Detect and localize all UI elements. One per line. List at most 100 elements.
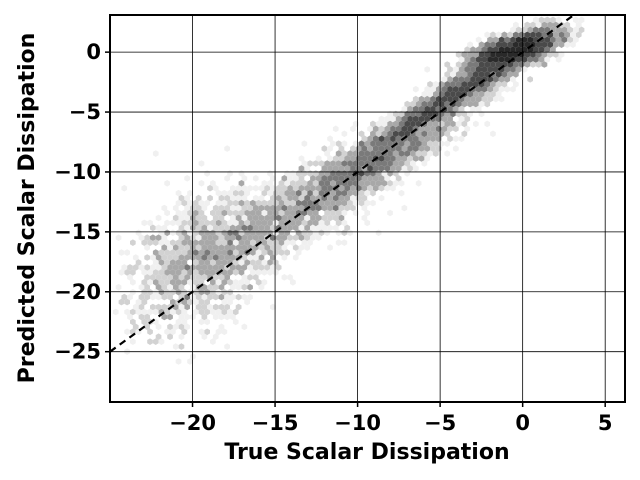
hexbin-cell (221, 229, 228, 237)
hexbin-cell (478, 61, 485, 68)
hexbin-cell (232, 229, 239, 237)
hexbin-cell (252, 234, 259, 241)
hexbin-cell (221, 259, 228, 266)
hexbin-cell (155, 274, 162, 281)
hexbin-cell (232, 279, 239, 286)
hexbin-cell (318, 199, 325, 207)
hexbin-cell (161, 293, 168, 301)
hexbin-cell (238, 219, 245, 227)
hexbin-cell (181, 279, 188, 286)
hexbin-cell (332, 194, 339, 202)
hexbin-cell (570, 31, 576, 39)
hexbin-cell (221, 209, 228, 217)
hexbin-cell (424, 85, 431, 93)
hexbin-cell (155, 264, 162, 271)
hexbin-cell (404, 160, 411, 167)
hexbin-cell (444, 140, 451, 147)
hexbin-cell (307, 229, 313, 237)
hexbin-cell (464, 46, 471, 53)
hexbin-cell (447, 135, 453, 143)
hexbin-cell (547, 41, 553, 48)
hexbin-cell (418, 135, 425, 143)
hexbin-cell (175, 249, 182, 256)
hexbin-cell (175, 279, 182, 286)
hexbin-cell (241, 244, 248, 251)
hexbin-cell (567, 36, 573, 43)
hexbin-cell (513, 31, 519, 39)
hexbin-cell (321, 165, 328, 172)
hexbin-cell (210, 249, 216, 256)
hexbin-cell (404, 130, 411, 138)
hexbin-cell (404, 140, 411, 147)
hexbin-cell (212, 283, 219, 291)
hexbin-cell (395, 135, 402, 143)
hexbin-cell (178, 333, 185, 340)
hexbin-cell (504, 85, 511, 93)
hexbin-cell (252, 214, 259, 222)
hexbin-cell (224, 254, 230, 261)
hexbin-cell (267, 239, 273, 246)
hexbin-cell (215, 219, 222, 227)
hexbin-cell (278, 189, 285, 197)
hexbin-cell (352, 160, 359, 167)
hexbin-cell (141, 298, 148, 306)
hexbin-cell (415, 130, 422, 138)
hexbin-cell (352, 189, 359, 197)
hexbin-cell (192, 249, 199, 256)
hexbin-cell (384, 135, 391, 143)
hexbin-cell (167, 283, 173, 291)
hexbin-cell (430, 125, 436, 133)
hexbin-cell (124, 298, 130, 306)
hexbin-cell (192, 209, 199, 217)
hexbin-cell (272, 199, 279, 207)
hexbin-cell (147, 338, 153, 345)
hexbin-cell (473, 100, 479, 108)
hexbin-cell (404, 120, 411, 128)
hexbin-cell (578, 26, 585, 34)
hexbin-cell (498, 36, 505, 43)
hexbin-cell (432, 120, 439, 128)
hexbin-cell (152, 269, 159, 276)
hexbin-cell (127, 264, 133, 271)
hexbin-cell (327, 204, 333, 212)
hexbin-cell (261, 239, 268, 246)
hexbin-cell (524, 31, 531, 39)
hexbin-cell (172, 303, 179, 311)
hexbin-cell (258, 194, 265, 202)
hexbin-cell (338, 184, 345, 192)
hexbin-cell (267, 180, 273, 187)
hexbin-cell (301, 189, 308, 197)
hexbin-cell (421, 100, 428, 108)
hexbin-cell (455, 120, 462, 128)
hexbin-cell (493, 56, 499, 63)
hexbin-cell (255, 259, 262, 266)
hexbin-cell (387, 209, 393, 217)
hexbin-cell (210, 239, 216, 246)
hexbin-cell (238, 189, 245, 197)
hexbin-cell (390, 125, 396, 133)
hexbin-cell (255, 229, 262, 237)
x-tick-label: −15 (252, 411, 299, 435)
hexbin-cell (227, 209, 233, 217)
hexbin-cell (310, 224, 316, 232)
hexbin-cell (347, 180, 353, 187)
hexbin-cell (218, 323, 225, 331)
hexbin-cell (187, 249, 193, 256)
hexbin-cell (167, 254, 173, 261)
hexbin-cell (364, 150, 371, 157)
hexbin-cell (341, 229, 348, 237)
hexbin-cell (161, 283, 168, 291)
hexbin-cell (221, 219, 228, 227)
hexbin-cell (272, 259, 279, 266)
hexbin-cell (347, 229, 353, 237)
hexbin-cell (444, 61, 451, 68)
hexbin-cell (432, 81, 439, 88)
hexbin-cell (210, 219, 216, 227)
grid-lines (110, 15, 625, 402)
hexbin-cell (327, 135, 333, 143)
hexbin-cell (267, 229, 273, 237)
hexbin-cell (367, 184, 373, 192)
hexbin-cell (247, 283, 253, 291)
hexbin-cell (235, 264, 242, 271)
hexbin-cell (421, 90, 428, 98)
